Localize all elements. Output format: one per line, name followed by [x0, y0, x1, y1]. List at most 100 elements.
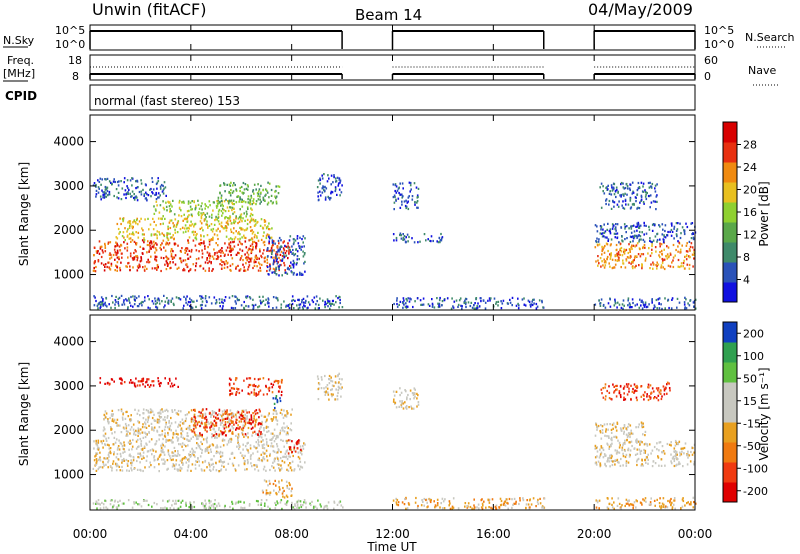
echo-cell	[146, 380, 148, 383]
echo-cell	[144, 218, 146, 221]
echo-cell	[244, 454, 246, 457]
echo-cell	[194, 409, 196, 412]
echo-cell	[328, 378, 330, 381]
echo-cell	[627, 297, 630, 300]
echo-cell	[262, 439, 264, 442]
echo-cell	[607, 184, 609, 187]
echo-cell	[221, 307, 224, 310]
echo-cell	[338, 177, 341, 180]
echo-cell	[671, 298, 673, 301]
echo-cell	[646, 456, 648, 459]
echo-cell	[608, 447, 610, 450]
echo-cell	[191, 223, 194, 226]
echo-cell	[277, 299, 279, 302]
echo-cell	[241, 198, 243, 201]
echo-cell	[145, 197, 147, 200]
echo-cell	[413, 397, 415, 400]
echo-cell	[421, 303, 423, 306]
echo-cell	[164, 377, 166, 380]
echo-cell	[336, 176, 339, 179]
echo-cell	[122, 451, 124, 454]
echo-cell	[218, 427, 220, 430]
echo-cell	[673, 227, 675, 230]
echo-cell	[651, 301, 653, 304]
echo-cell	[150, 464, 152, 467]
echo-cell	[217, 213, 220, 216]
echo-cell	[239, 189, 241, 193]
echo-cell	[199, 304, 202, 307]
echo-cell	[255, 441, 258, 444]
echo-cell	[200, 212, 202, 215]
echo-cell	[296, 304, 298, 307]
echo-cell	[256, 464, 258, 467]
echo-cell	[126, 179, 129, 182]
echo-cell	[163, 187, 165, 190]
echo-cell	[189, 297, 191, 300]
echo-cell	[141, 380, 143, 383]
echo-cell	[203, 219, 206, 222]
echo-cell	[680, 262, 683, 265]
echo-cell	[256, 465, 258, 468]
echo-cell	[272, 296, 275, 299]
echo-cell	[304, 252, 306, 255]
echo-cell	[617, 253, 620, 256]
echo-cell	[122, 418, 124, 421]
echo-cell	[638, 226, 640, 229]
echo-cell	[618, 259, 620, 262]
echo-cell	[608, 262, 610, 265]
echo-cell	[147, 411, 150, 414]
echo-cell	[260, 423, 262, 426]
echo-cell	[145, 426, 148, 429]
echo-cell	[334, 398, 337, 401]
echo-cell	[239, 413, 241, 416]
echo-cell	[97, 468, 100, 471]
echo-cell	[610, 193, 613, 196]
echo-cell	[162, 507, 164, 510]
echo-cell	[333, 507, 335, 510]
echo-cell	[275, 434, 278, 438]
echo-cell	[227, 209, 230, 212]
echo-cell	[246, 295, 249, 298]
echo-cell	[275, 200, 278, 203]
echo-cell	[141, 431, 144, 434]
echo-cell	[150, 409, 153, 412]
echo-cell	[224, 296, 227, 299]
echo-cell	[401, 196, 403, 199]
echo-cell	[266, 430, 268, 433]
echo-cell	[483, 500, 485, 503]
echo-cell	[152, 228, 155, 231]
echo-cell	[280, 438, 282, 442]
echo-cell	[146, 378, 148, 381]
colorbar-tick-label: 16	[743, 206, 757, 219]
echo-cell	[184, 419, 187, 423]
echo-cell	[206, 426, 208, 429]
echo-cell	[148, 261, 150, 264]
echo-cell	[127, 228, 129, 231]
echo-cell	[211, 410, 214, 413]
echo-cell	[414, 388, 416, 391]
echo-cell	[300, 465, 302, 468]
echo-cell	[109, 465, 112, 468]
echo-cell	[327, 391, 329, 394]
echo-cell	[110, 253, 112, 256]
echo-cell	[683, 452, 685, 455]
echo-cell	[145, 198, 148, 201]
echo-cell	[246, 442, 248, 445]
echo-cell	[614, 463, 616, 466]
echo-cell	[228, 250, 231, 253]
echo-cell	[177, 499, 180, 502]
echo-cell	[119, 266, 121, 270]
echo-cell	[213, 415, 215, 418]
echo-cell	[615, 254, 617, 257]
echo-cell	[438, 304, 440, 307]
echo-cell	[279, 397, 281, 400]
echo-cell	[639, 440, 641, 443]
echo-cell	[95, 452, 97, 455]
echo-cell	[137, 452, 139, 455]
echo-cell	[624, 266, 627, 269]
echo-cell	[649, 206, 651, 209]
echo-cell	[614, 255, 617, 258]
echo-cell	[253, 220, 256, 223]
echo-cell	[639, 248, 641, 251]
